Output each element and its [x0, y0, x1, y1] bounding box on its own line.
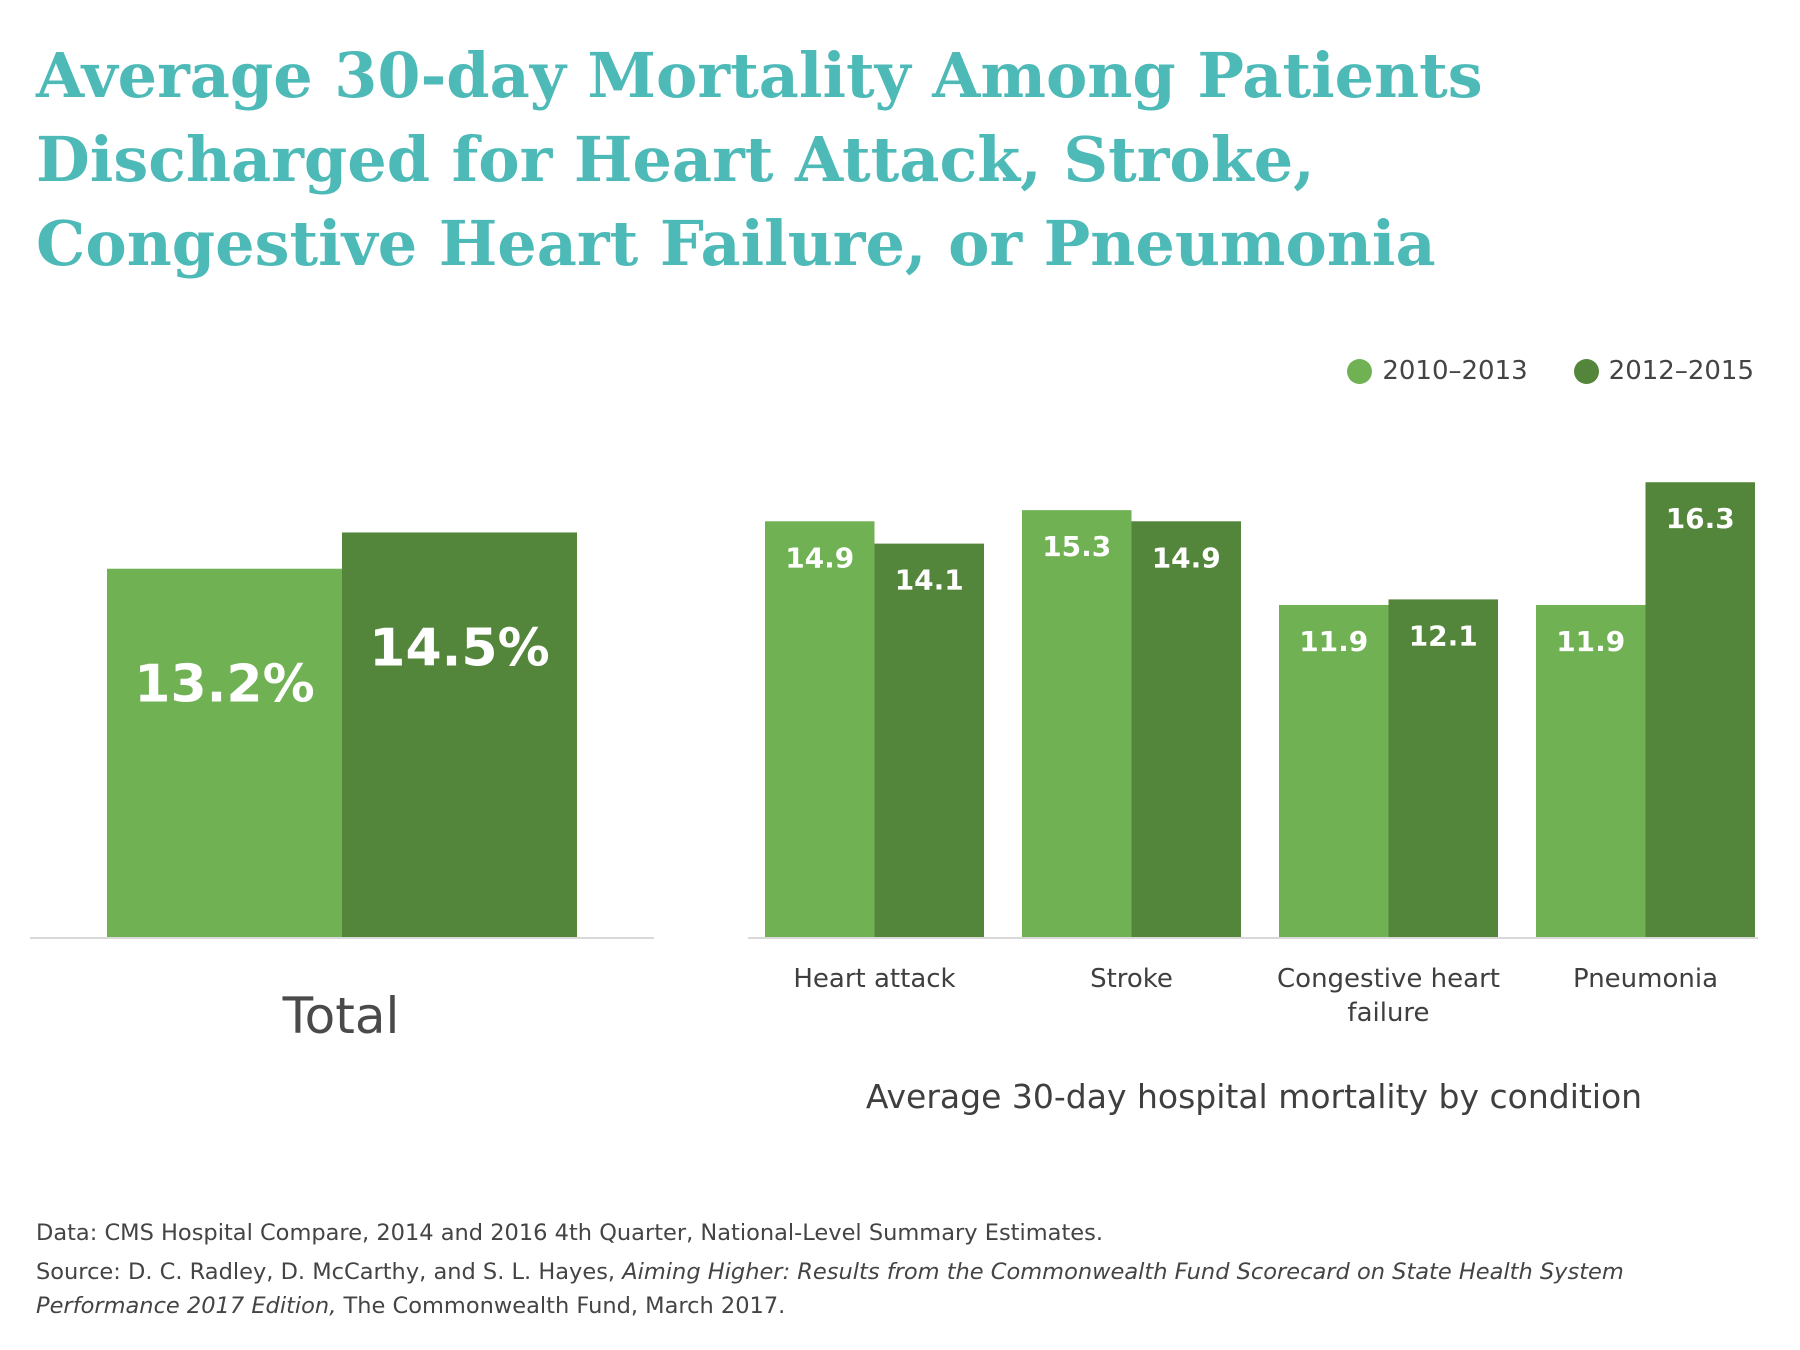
condition-bar-value-label: 11.9 [1299, 625, 1368, 658]
condition-bar-value-label: 11.9 [1556, 625, 1625, 658]
title-line-2: Discharged for Heart Attack, Stroke, [36, 123, 1315, 196]
condition-bar [874, 543, 984, 937]
bar-chart: 13.2% 14.5% Total 14.9 14.1 Heart attack 15.3 1… [30, 482, 1758, 1116]
condition-bar [1645, 482, 1755, 937]
total-bar-value-label: 14.5% [369, 618, 549, 678]
condition-bar [765, 521, 875, 937]
condition-bar-value-label: 12.1 [1409, 619, 1478, 652]
condition-category-label: Stroke [1090, 964, 1173, 994]
legend: 2010–2013 2012–2015 [1347, 356, 1754, 386]
legend-swatch-circle-icon [1347, 358, 1373, 384]
title-line-3: Congestive Heart Failure, or Pneumonia [36, 207, 1436, 280]
title-line-1: Average 30-day Mortality Among Patients [36, 39, 1483, 112]
condition-bar-value-label: 14.9 [785, 541, 854, 574]
legend-label: 2012–2015 [1608, 356, 1754, 386]
total-category-label: Total [282, 987, 400, 1045]
legend-swatch-circle-icon [1573, 358, 1599, 384]
condition-bar [1388, 599, 1498, 937]
data-note: Data: CMS Hospital Compare, 2014 and 201… [36, 1220, 1103, 1246]
condition-category-label: Heart attack [793, 964, 955, 994]
condition-category-label: failure [1347, 998, 1429, 1028]
condition-bar-value-label: 16.3 [1666, 502, 1735, 535]
legend-item-2010-2013: 2010–2013 [1347, 356, 1528, 386]
condition-category-label: Congestive heart [1277, 964, 1500, 994]
chart-title: Average 30-day Mortality Among Patients … [36, 34, 1736, 286]
source-suffix: The Commonwealth Fund, March 2017. [336, 1293, 786, 1319]
legend-item-2012-2015: 2012–2015 [1573, 356, 1754, 386]
source-note: Source: D. C. Radley, D. McCarthy, and S… [36, 1255, 1766, 1323]
source-prefix: Source: D. C. Radley, D. McCarthy, and S… [36, 1259, 623, 1285]
total-bar-value-label: 13.2% [134, 655, 314, 715]
condition-bar [1536, 604, 1646, 937]
source-publication: Aiming Higher: Results from the Commonwe… [36, 1259, 1624, 1319]
condition-bar-value-label: 15.3 [1042, 530, 1111, 563]
condition-subtitle: Average 30-day hospital mortality by con… [866, 1077, 1642, 1116]
footer: Data: CMS Hospital Compare, 2014 and 201… [36, 1215, 1766, 1323]
condition-bar [1022, 510, 1132, 937]
total-bar-0 [107, 568, 342, 937]
condition-bar-value-label: 14.9 [1152, 541, 1221, 574]
legend-label: 2010–2013 [1382, 356, 1528, 386]
condition-bar [1131, 521, 1241, 937]
condition-bar-value-label: 14.1 [895, 564, 964, 597]
total-bar-1 [342, 532, 577, 937]
condition-bar [1279, 604, 1389, 937]
condition-category-label: Pneumonia [1573, 964, 1718, 994]
